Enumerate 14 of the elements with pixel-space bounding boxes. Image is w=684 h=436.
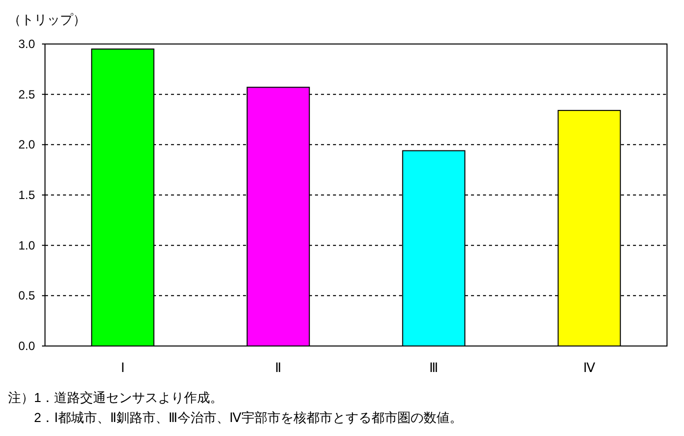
y-tick-label: 2.0 [18, 138, 36, 152]
x-tick-label: Ⅰ [120, 360, 125, 375]
text: 注）1．道路交通センサスより作成。 [8, 390, 224, 405]
y-tick-label: 2.5 [18, 87, 36, 102]
x-tick-label: Ⅲ [429, 360, 438, 375]
x-tick-label: Ⅱ [275, 360, 282, 375]
y-tick-label: 1.5 [18, 188, 36, 202]
y-axis-title: （トリップ） [8, 12, 86, 27]
y-tick-label: 3.0 [18, 37, 36, 51]
x-tick-label: Ⅳ [583, 360, 596, 375]
y-tick-label: 0.5 [18, 288, 36, 303]
text: 2．Ⅰ都城市、Ⅱ釧路市、Ⅲ今治市、Ⅳ宇部市を核都市とする都市圏の数値。 [8, 410, 462, 425]
y-tick-label: 0.0 [18, 339, 36, 353]
y-tick-label: 1.0 [18, 238, 36, 252]
